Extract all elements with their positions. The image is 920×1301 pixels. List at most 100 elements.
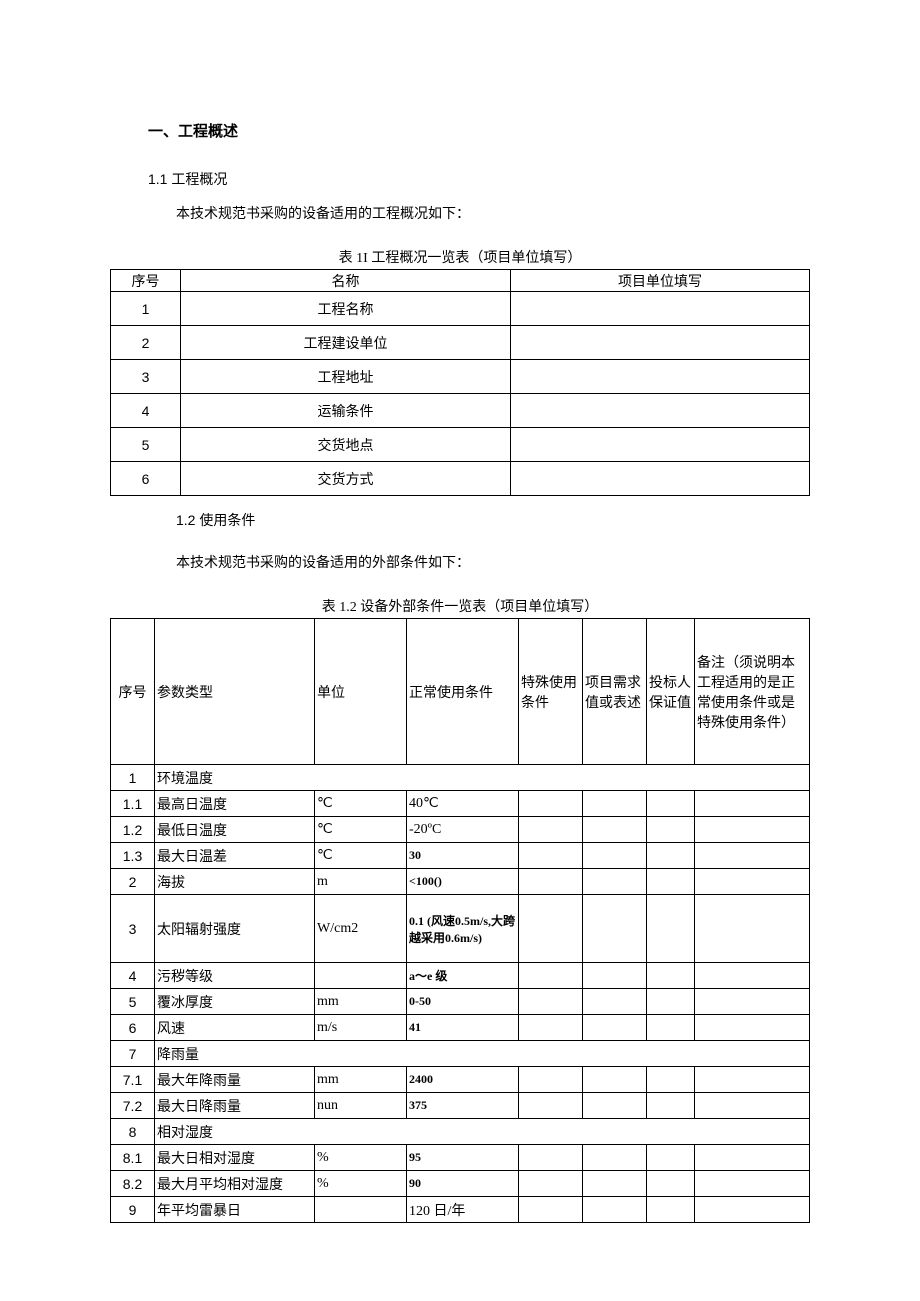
cell-bidder <box>647 1171 695 1197</box>
cell-index: 1.3 <box>111 843 155 869</box>
cell-unit: ℃ <box>315 843 407 869</box>
cell-demand <box>583 791 647 817</box>
table-row: 7降雨量 <box>111 1041 810 1067</box>
cell-fill <box>511 292 810 326</box>
table-row: 1.1最高日温度℃40℃ <box>111 791 810 817</box>
cell-special <box>519 1067 583 1093</box>
cell-param: 最大日相对湿度 <box>155 1145 315 1171</box>
cell-remark <box>695 1067 810 1093</box>
cell-index: 3 <box>111 360 181 394</box>
cell-bidder <box>647 869 695 895</box>
cell-unit: mm <box>315 1067 407 1093</box>
paragraph: 本技术规范书采购的设备适用的外部条件如下： <box>110 552 810 572</box>
cell-index: 7.2 <box>111 1093 155 1119</box>
subsection-heading: 1.1 工程概况 <box>110 169 810 189</box>
cell-special <box>519 1171 583 1197</box>
table-row: 5交货地点 <box>111 428 810 462</box>
cell-name: 运输条件 <box>181 394 511 428</box>
cell-fill <box>511 394 810 428</box>
col-header: 序号 <box>111 619 155 765</box>
cell-special <box>519 869 583 895</box>
cell-fill <box>511 428 810 462</box>
cell-index: 6 <box>111 462 181 496</box>
cell-demand <box>583 1067 647 1093</box>
cell-special <box>519 1197 583 1223</box>
table-row: 9年平均雷暴日120 日/年 <box>111 1197 810 1223</box>
cell-normal: 95 <box>407 1145 519 1171</box>
table-row: 7.1最大年降雨量mm2400 <box>111 1067 810 1093</box>
table-row: 2海拔m<100() <box>111 869 810 895</box>
cell-index: 2 <box>111 326 181 360</box>
cell-bidder <box>647 791 695 817</box>
cell-normal: <100() <box>407 869 519 895</box>
cell-unit <box>315 963 407 989</box>
cell-demand <box>583 1015 647 1041</box>
cell-bidder <box>647 843 695 869</box>
table-row: 4运输条件 <box>111 394 810 428</box>
cell-bidder <box>647 817 695 843</box>
col-header: 项目单位填写 <box>511 270 810 292</box>
cell-special <box>519 895 583 963</box>
cell-index: 3 <box>111 895 155 963</box>
cell-param: 最高日温度 <box>155 791 315 817</box>
cell-index: 6 <box>111 1015 155 1041</box>
cell-fill <box>511 360 810 394</box>
cell-index: 5 <box>111 989 155 1015</box>
table-row: 2工程建设单位 <box>111 326 810 360</box>
cell-remark <box>695 843 810 869</box>
cell-param: 最大月平均相对湿度 <box>155 1171 315 1197</box>
cell-unit: ℃ <box>315 817 407 843</box>
table-row: 8.2最大月平均相对湿度%90 <box>111 1171 810 1197</box>
cell-normal: 41 <box>407 1015 519 1041</box>
cell-special <box>519 1145 583 1171</box>
col-header: 正常使用条件 <box>407 619 519 765</box>
table-row: 7.2最大日降雨量nun375 <box>111 1093 810 1119</box>
cell-remark <box>695 1197 810 1223</box>
cell-special <box>519 791 583 817</box>
cell-remark <box>695 817 810 843</box>
cell-name: 工程地址 <box>181 360 511 394</box>
cell-demand <box>583 989 647 1015</box>
cell-param: 最大日温差 <box>155 843 315 869</box>
cell-index: 8 <box>111 1119 155 1145</box>
table-row: 1.3最大日温差℃30 <box>111 843 810 869</box>
cell-index: 1.1 <box>111 791 155 817</box>
cell-remark <box>695 989 810 1015</box>
section-heading: 一、工程概述 <box>110 120 810 141</box>
cell-demand <box>583 869 647 895</box>
cell-param: 相对湿度 <box>155 1119 810 1145</box>
col-header: 项目需求值或表述 <box>583 619 647 765</box>
cell-remark <box>695 895 810 963</box>
table-row: 4污秽等级a～e 级 <box>111 963 810 989</box>
cell-demand <box>583 1171 647 1197</box>
cell-unit: nun <box>315 1093 407 1119</box>
col-header: 单位 <box>315 619 407 765</box>
cell-bidder <box>647 895 695 963</box>
table-row: 3太阳辐射强度W/cm20.1 (风速0.5m/s,大跨越采用0.6m/s) <box>111 895 810 963</box>
cell-index: 1 <box>111 292 181 326</box>
cell-normal: 120 日/年 <box>407 1197 519 1223</box>
table-row: 6交货方式 <box>111 462 810 496</box>
cell-param: 海拔 <box>155 869 315 895</box>
table-row: 6风速m/s41 <box>111 1015 810 1041</box>
cell-param: 最大年降雨量 <box>155 1067 315 1093</box>
cell-special <box>519 1093 583 1119</box>
cell-normal: 40℃ <box>407 791 519 817</box>
cell-demand <box>583 1197 647 1223</box>
cell-normal: 0.1 (风速0.5m/s,大跨越采用0.6m/s) <box>407 895 519 963</box>
table-row: 1.2最低日温度℃-20ºC <box>111 817 810 843</box>
cell-remark <box>695 1145 810 1171</box>
col-header: 序号 <box>111 270 181 292</box>
cell-fill <box>511 462 810 496</box>
cell-name: 交货地点 <box>181 428 511 462</box>
paragraph: 本技术规范书采购的设备适用的工程概况如下： <box>110 203 810 223</box>
cell-param: 风速 <box>155 1015 315 1041</box>
cell-normal: -20ºC <box>407 817 519 843</box>
cell-name: 工程建设单位 <box>181 326 511 360</box>
col-header: 参数类型 <box>155 619 315 765</box>
cell-index: 4 <box>111 963 155 989</box>
cell-name: 工程名称 <box>181 292 511 326</box>
cell-name: 交货方式 <box>181 462 511 496</box>
cell-param: 覆冰厚度 <box>155 989 315 1015</box>
cell-bidder <box>647 1145 695 1171</box>
